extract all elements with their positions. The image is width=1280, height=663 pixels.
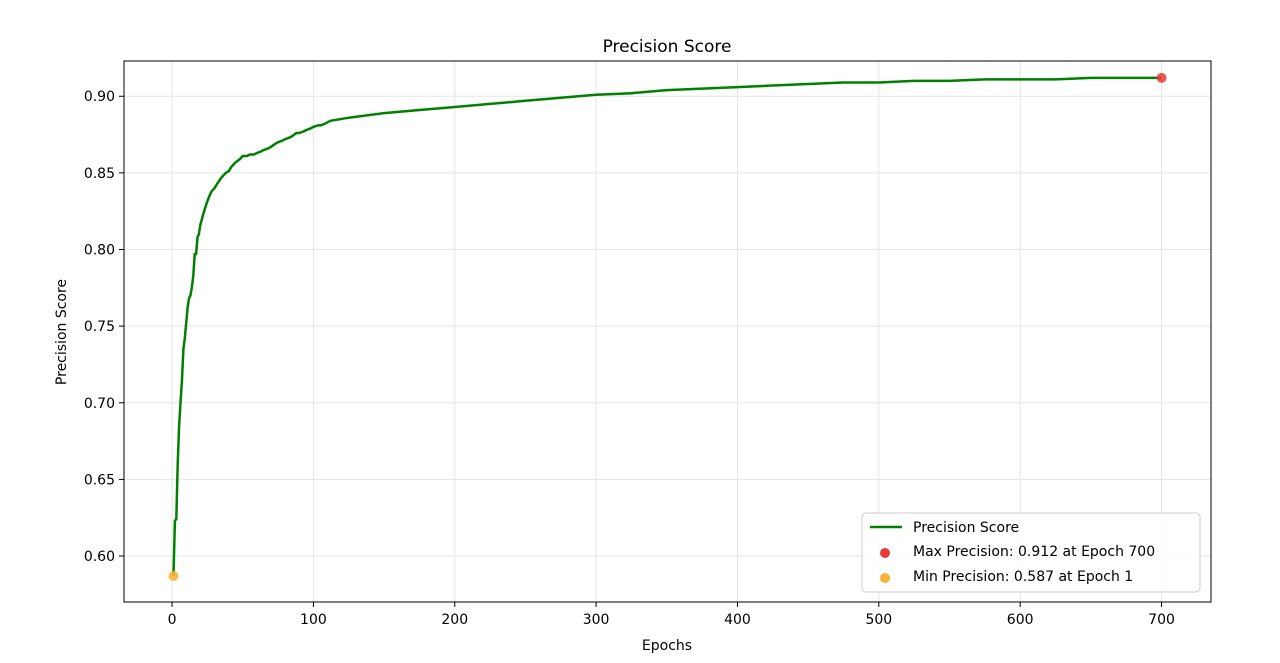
max-precision-marker xyxy=(1156,72,1167,83)
y-tick-label: 0.65 xyxy=(84,472,115,488)
precision-score-line xyxy=(172,76,1162,576)
legend-label-min: Min Precision: 0.587 at Epoch 1 xyxy=(913,569,1133,585)
marker-layer xyxy=(168,72,1167,581)
x-tick-label: 300 xyxy=(583,612,610,628)
y-tick-label: 0.90 xyxy=(84,89,115,105)
x-tick-label: 600 xyxy=(1007,612,1034,628)
x-tick-label: 0 xyxy=(168,612,177,628)
x-tick-label: 400 xyxy=(724,612,751,628)
x-tick-label: 200 xyxy=(441,612,468,628)
y-tick-label: 0.80 xyxy=(84,243,115,259)
legend-label-series: Precision Score xyxy=(913,520,1019,536)
y-tick-label: 0.75 xyxy=(84,319,115,335)
chart-title: Precision Score xyxy=(603,37,732,57)
series-layer xyxy=(172,76,1162,576)
min-precision-marker xyxy=(168,570,179,581)
x-tick-label: 500 xyxy=(865,612,892,628)
legend-box xyxy=(861,512,1201,593)
legend-min-marker xyxy=(880,573,890,583)
y-tick-label: 0.85 xyxy=(84,166,115,182)
x-tick-label: 100 xyxy=(300,612,327,628)
grid-lines xyxy=(124,61,1211,602)
legend-max-marker xyxy=(880,548,890,558)
y-tick-label: 0.70 xyxy=(84,396,115,412)
axis-ticks: 0 100 200 300 400 500 600 700 0.60 0.65 0.70 0.75 0.… xyxy=(84,89,1175,628)
legend-label-max: Max Precision: 0.912 at Epoch 700 xyxy=(913,544,1155,560)
plot-frame xyxy=(123,60,1212,603)
x-axis-title: Epochs xyxy=(642,638,692,654)
y-axis-title: Precision Score xyxy=(54,279,70,385)
x-tick-label: 700 xyxy=(1148,612,1175,628)
legend: Precision Score Max Precision: 0.912 at … xyxy=(861,512,1201,593)
y-tick-label: 0.60 xyxy=(84,549,115,565)
